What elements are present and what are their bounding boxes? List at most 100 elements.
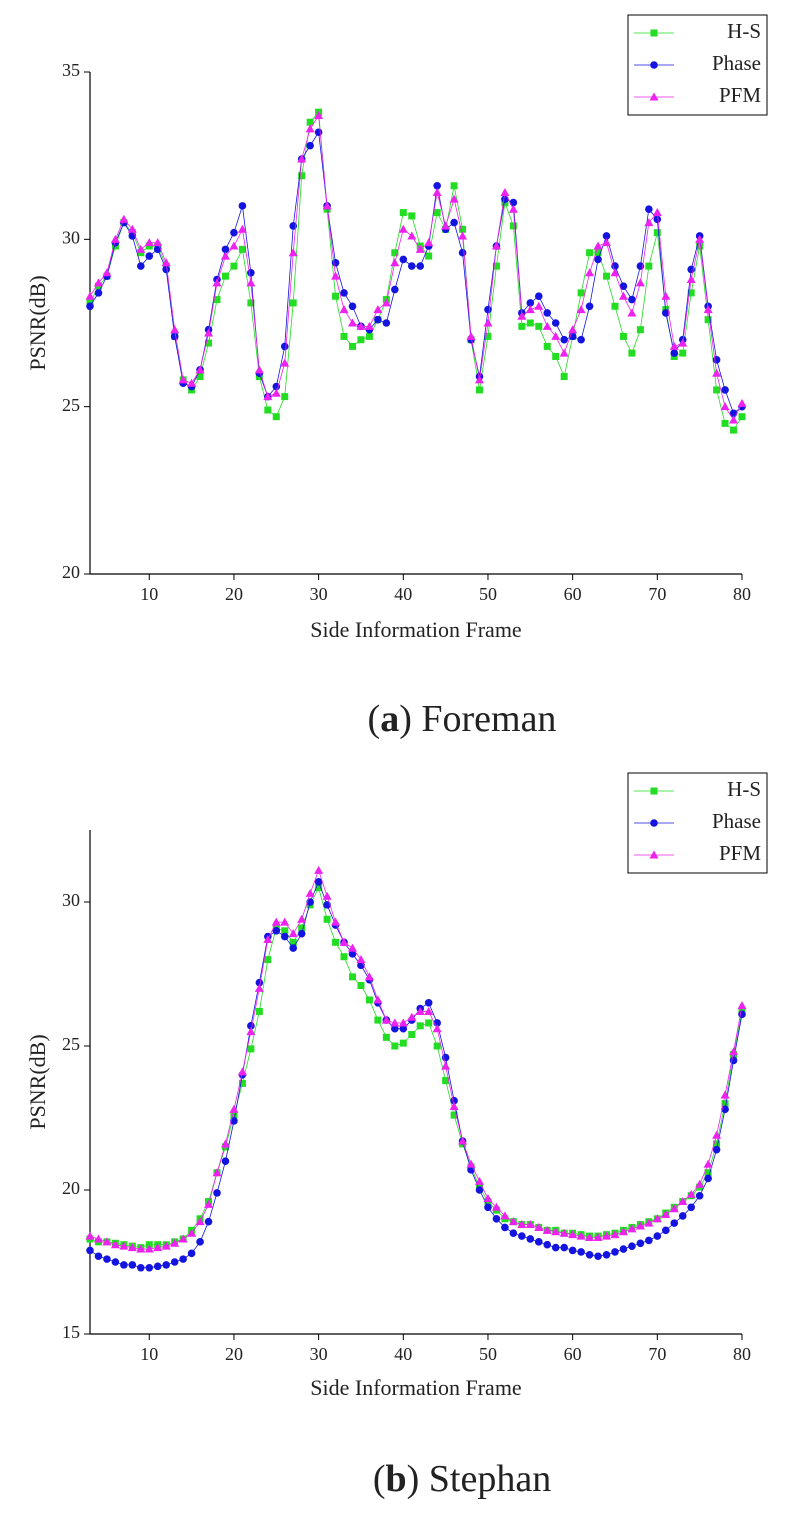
marker xyxy=(85,1231,95,1240)
marker xyxy=(661,291,671,300)
marker xyxy=(272,382,281,391)
marker xyxy=(552,352,560,360)
marker xyxy=(577,289,585,297)
marker xyxy=(230,1117,238,1125)
marker xyxy=(315,884,323,892)
marker xyxy=(678,1197,688,1206)
marker xyxy=(466,331,476,340)
marker xyxy=(340,289,348,297)
marker xyxy=(103,1255,111,1263)
marker xyxy=(280,917,290,926)
marker xyxy=(433,209,441,217)
marker xyxy=(238,245,246,253)
legend-marker xyxy=(650,819,658,827)
marker xyxy=(678,338,688,347)
marker xyxy=(450,218,458,227)
marker xyxy=(229,241,239,250)
marker xyxy=(653,215,662,224)
marker xyxy=(729,1047,739,1056)
marker xyxy=(347,943,357,952)
marker xyxy=(381,1015,391,1024)
y-axis-label: PSNR(dB) xyxy=(25,1034,50,1129)
marker xyxy=(551,1227,561,1236)
marker xyxy=(652,1214,662,1223)
marker xyxy=(161,258,171,267)
marker xyxy=(712,356,721,364)
marker xyxy=(136,1244,146,1253)
marker xyxy=(111,1258,120,1266)
marker xyxy=(517,1220,527,1229)
marker xyxy=(110,1240,120,1249)
marker xyxy=(730,426,738,434)
caption-part: a xyxy=(380,698,399,740)
marker xyxy=(551,319,560,327)
marker xyxy=(594,249,602,257)
marker xyxy=(196,1238,204,1246)
marker xyxy=(636,326,644,334)
marker xyxy=(331,917,341,926)
marker xyxy=(356,955,366,964)
marker xyxy=(645,1236,653,1245)
legend-marker xyxy=(650,61,658,69)
marker xyxy=(322,201,332,210)
marker xyxy=(433,1042,441,1050)
marker xyxy=(534,1222,544,1231)
marker xyxy=(476,386,484,394)
marker xyxy=(678,1212,687,1220)
marker xyxy=(585,1233,595,1242)
caption-part: ) Foreman xyxy=(399,698,556,740)
marker xyxy=(382,319,391,327)
legend-label: Phase xyxy=(712,51,761,75)
marker xyxy=(161,1241,171,1250)
legend-label: H-S xyxy=(727,19,761,43)
x-tick-label: 60 xyxy=(564,584,582,604)
marker xyxy=(610,268,620,277)
marker xyxy=(314,111,324,120)
marker xyxy=(205,339,213,347)
marker xyxy=(340,332,348,340)
marker xyxy=(720,402,730,411)
marker xyxy=(204,1199,214,1208)
marker xyxy=(568,1246,577,1255)
marker xyxy=(348,302,357,311)
marker xyxy=(424,1006,434,1015)
marker xyxy=(627,308,637,317)
marker xyxy=(230,1111,238,1119)
marker xyxy=(297,154,307,163)
marker xyxy=(314,128,323,137)
marker xyxy=(425,252,433,260)
x-tick-label: 70 xyxy=(648,584,666,604)
marker xyxy=(721,1105,729,1114)
marker xyxy=(391,1024,399,1033)
marker xyxy=(120,1261,128,1269)
y-tick-label: 30 xyxy=(62,890,80,910)
marker xyxy=(738,413,746,421)
marker xyxy=(196,373,204,381)
marker xyxy=(288,248,298,257)
marker xyxy=(542,1225,552,1234)
marker xyxy=(645,205,653,214)
marker xyxy=(525,1220,535,1229)
legend-marker xyxy=(650,787,658,795)
marker xyxy=(153,1243,163,1252)
y-tick-label: 30 xyxy=(62,227,80,247)
marker xyxy=(695,1191,704,1200)
marker xyxy=(492,262,500,270)
marker xyxy=(713,1140,721,1148)
marker xyxy=(484,305,492,314)
y-tick-label: 20 xyxy=(62,1178,80,1198)
marker xyxy=(398,224,408,233)
marker xyxy=(415,1006,425,1015)
marker xyxy=(263,934,273,943)
x-tick-label: 20 xyxy=(225,1344,243,1364)
marker xyxy=(281,393,289,401)
marker xyxy=(322,891,332,900)
marker xyxy=(450,182,458,190)
marker xyxy=(271,388,281,397)
marker xyxy=(517,311,527,320)
marker xyxy=(305,888,315,897)
marker xyxy=(669,1204,679,1213)
marker xyxy=(441,221,451,230)
marker xyxy=(534,301,544,310)
marker xyxy=(603,272,611,280)
